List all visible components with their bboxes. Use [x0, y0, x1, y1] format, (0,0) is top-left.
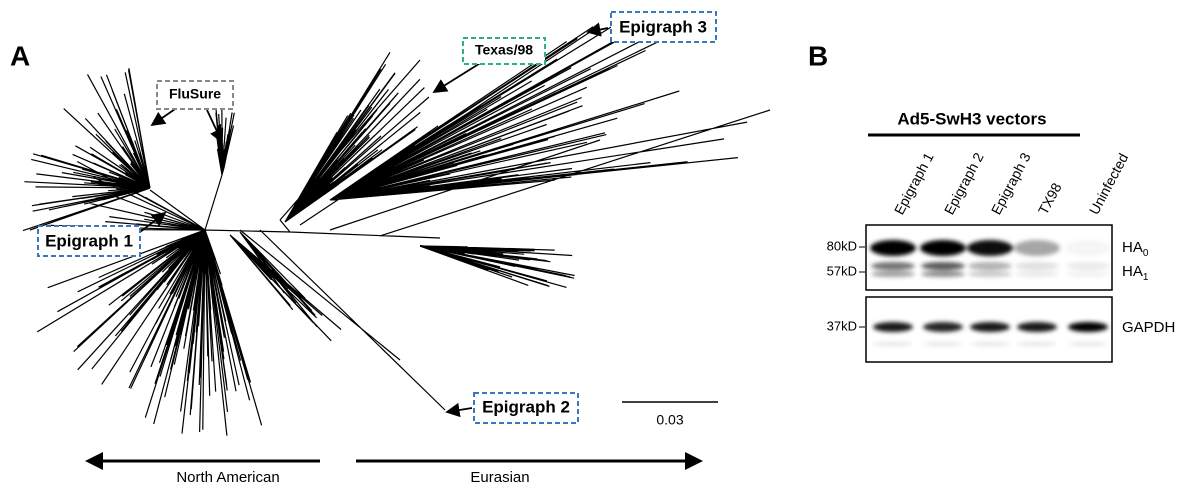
- band: [1066, 271, 1110, 277]
- band-label-sub: 1: [1143, 272, 1149, 283]
- tree-label: Epigraph 2: [482, 397, 570, 416]
- band: [1068, 322, 1108, 332]
- band: [873, 342, 913, 346]
- panel-label: A: [10, 40, 30, 71]
- lane-label: Uninfected: [1086, 151, 1132, 218]
- panel-label: B: [808, 40, 828, 71]
- lane-label: Epigraph 3: [988, 150, 1034, 217]
- lane-label: Epigraph 1: [891, 150, 937, 217]
- tree-label: FluSure: [169, 86, 221, 102]
- band: [1068, 342, 1108, 346]
- band-label-base: GAPDH: [1122, 319, 1175, 336]
- band: [923, 342, 963, 346]
- band: [970, 342, 1010, 346]
- band-label-base: HA: [1122, 239, 1143, 256]
- band-label: GAPDH: [1122, 319, 1175, 336]
- scale-label: 0.03: [656, 412, 683, 428]
- band: [968, 271, 1012, 277]
- marker-label: 57kD: [827, 263, 857, 278]
- band: [1015, 262, 1059, 270]
- direction-label: North American: [176, 469, 279, 486]
- blot-panel: [866, 225, 1112, 290]
- band: [871, 262, 915, 270]
- tree-label: Texas/98: [475, 42, 533, 58]
- band: [923, 322, 963, 332]
- band: [1017, 322, 1057, 332]
- band: [1014, 240, 1060, 256]
- band: [1017, 342, 1057, 346]
- group-label: Ad5-SwH3 vectors: [897, 109, 1046, 128]
- band: [968, 262, 1012, 270]
- band: [921, 262, 965, 270]
- band: [873, 322, 913, 332]
- band: [1065, 240, 1111, 256]
- figure: A FluSure Texas/98 Epigraph 3 Epigraph 1…: [0, 0, 1180, 486]
- band: [870, 240, 916, 256]
- marker-label: 37kD: [827, 318, 857, 333]
- band-label-base: HA: [1122, 263, 1143, 280]
- band: [970, 322, 1010, 332]
- band: [871, 271, 915, 277]
- band: [967, 240, 1013, 256]
- tree-label: Epigraph 1: [45, 231, 133, 250]
- band: [1015, 271, 1059, 277]
- band: [921, 271, 965, 277]
- tree-label: Epigraph 3: [619, 17, 707, 36]
- band: [1066, 262, 1110, 270]
- direction-label: Eurasian: [470, 469, 529, 486]
- band-label: HA0: [1122, 239, 1149, 259]
- marker-label: 80kD: [827, 238, 857, 253]
- lane-label: Epigraph 2: [941, 150, 987, 217]
- lane-label: TX98: [1035, 180, 1065, 217]
- band-label: HA1: [1122, 263, 1149, 283]
- band: [920, 240, 966, 256]
- band-label-sub: 0: [1143, 248, 1149, 259]
